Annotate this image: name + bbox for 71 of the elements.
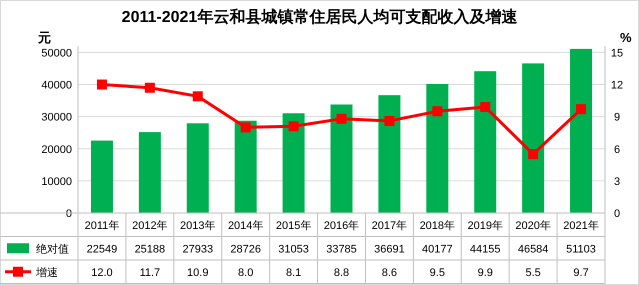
data-label: 46584 (518, 243, 548, 256)
y2-tick-label: 15 (610, 47, 624, 60)
x-tick-label: 2018年 (420, 220, 456, 232)
data-label: 12.0 (91, 266, 113, 279)
data-label: 36691 (374, 243, 405, 256)
point (576, 104, 586, 114)
y2-axis-title: % (620, 30, 632, 45)
point (240, 122, 251, 132)
bar (186, 123, 209, 213)
data-label: 10.9 (187, 266, 208, 279)
data-label: 9.5 (430, 266, 445, 279)
data-label: 51103 (566, 243, 596, 256)
x-tick-label: 2016年 (324, 220, 360, 232)
x-tick-label: 2019年 (467, 220, 503, 232)
point (432, 106, 442, 116)
point (288, 121, 299, 132)
bar (522, 63, 544, 213)
point (480, 102, 490, 112)
data-label: 9.7 (573, 266, 589, 279)
x-tick-label: 2011年 (84, 220, 120, 232)
data-label: 22549 (86, 243, 118, 256)
bar (234, 120, 257, 213)
bar (282, 113, 305, 213)
y-tick-label: 30000 (41, 112, 72, 124)
bar (474, 71, 496, 213)
x-tick-label: 2012年 (132, 220, 168, 232)
x-tick-label: 2015年 (276, 220, 312, 232)
y2-tick-label: 3 (614, 176, 620, 188)
point (384, 116, 394, 126)
chart-title: 2011-2021年云和县城镇常住居民人均可支配收入及增速 (122, 8, 518, 26)
bar (90, 140, 113, 213)
y2-tick-label: 6 (614, 144, 620, 156)
data-label: 11.7 (140, 266, 160, 279)
data-label: 44155 (470, 243, 501, 256)
x-tick-label: 2017年 (372, 220, 408, 232)
point (144, 82, 155, 93)
point (96, 80, 107, 90)
y2-tick-label: 12 (610, 80, 624, 92)
data-label: 9.9 (478, 266, 493, 279)
data-label: 27933 (182, 243, 214, 256)
point (528, 149, 538, 160)
y-tick-label: 50000 (41, 47, 72, 60)
x-tick-label: 2020年 (515, 220, 551, 232)
x-tick-label: 2014年 (228, 220, 264, 232)
data-label: 5.5 (525, 266, 541, 279)
data-label: 31053 (278, 243, 309, 256)
data-label: 8.1 (286, 266, 302, 279)
point (336, 114, 346, 124)
y-tick-label: 40000 (41, 80, 72, 92)
data-label: 25188 (134, 243, 166, 256)
y-tick-label: 10000 (41, 176, 72, 188)
y2-tick-label: 9 (614, 112, 620, 124)
data-label: 8.0 (238, 266, 254, 279)
y-axis-title: 元 (37, 30, 51, 45)
y2-tick-label: 0 (614, 208, 620, 220)
point (192, 91, 203, 102)
bar (426, 84, 448, 213)
bar (570, 48, 592, 213)
bar (138, 132, 161, 213)
x-tick-label: 2013年 (180, 220, 216, 232)
data-label: 28726 (230, 243, 261, 256)
bar (330, 104, 352, 213)
data-label: 8.8 (334, 266, 350, 279)
data-label: 8.6 (382, 266, 398, 279)
data-label: 33785 (326, 243, 357, 256)
bar (378, 95, 400, 213)
y-tick-label: 20000 (41, 144, 72, 156)
x-tick-label: 2021年 (563, 220, 599, 232)
legend-label: 绝对值 (36, 242, 69, 256)
legend-label: 增速 (35, 266, 58, 279)
data-label: 40177 (422, 243, 453, 256)
